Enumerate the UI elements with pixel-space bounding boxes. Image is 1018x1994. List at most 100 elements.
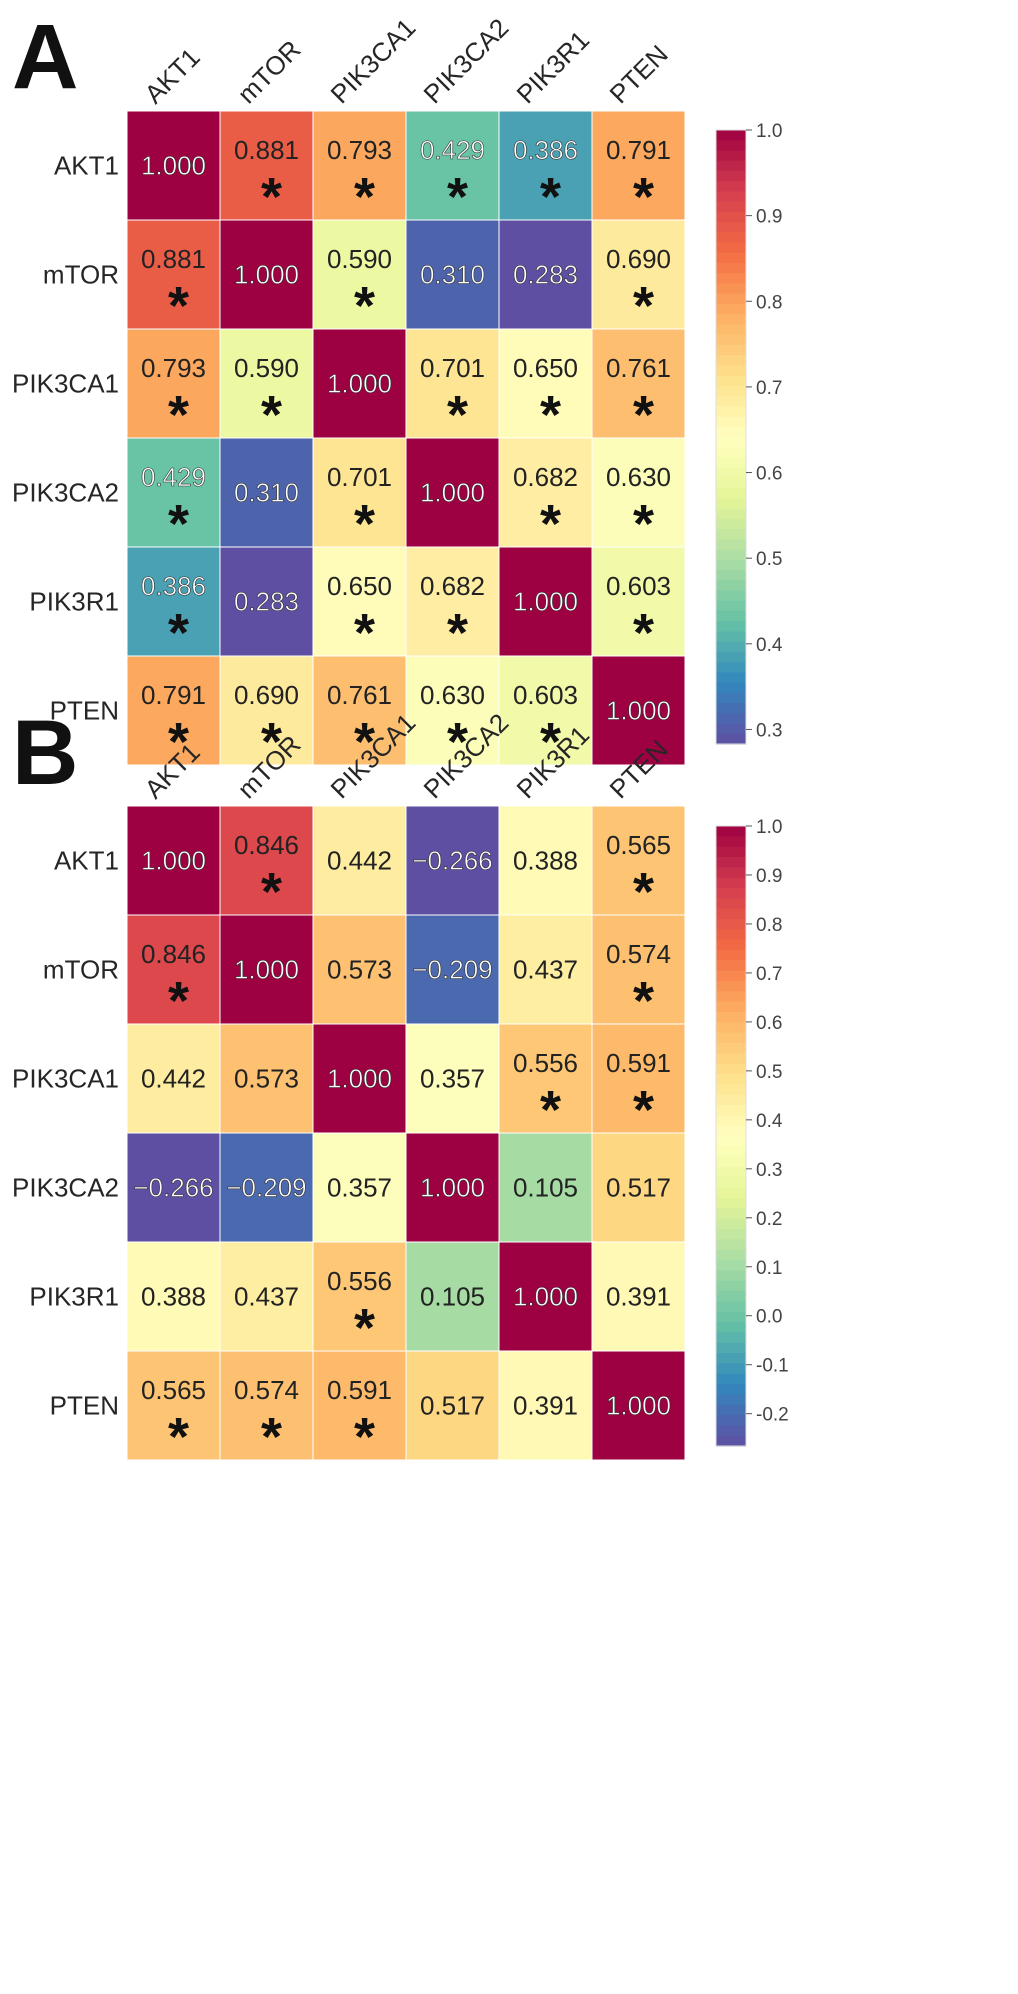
cell-value-label: 0.429 — [141, 462, 206, 492]
colorbar-segment — [716, 477, 746, 489]
heatmap-cell — [219, 437, 314, 548]
colorbar-segment — [716, 877, 746, 889]
cell-value-label: 0.391 — [606, 1282, 671, 1312]
colorbar-segment — [716, 1105, 746, 1116]
colorbar-segment — [716, 1167, 746, 1178]
cell-value-label: 0.701 — [327, 462, 392, 492]
heatmap-cell — [591, 219, 686, 330]
heatmap-cell — [591, 805, 686, 916]
significance-marker: * — [633, 494, 654, 554]
colorbar-tick-label: 0.8 — [756, 915, 782, 936]
panel-label: B — [12, 702, 78, 804]
colorbar-tick-label: 0.6 — [756, 1013, 782, 1034]
heatmap-cell — [312, 328, 407, 439]
cell-value-label: 0.105 — [513, 1173, 578, 1203]
cell-value-label: 0.388 — [513, 846, 578, 876]
colorbar-segment — [716, 273, 746, 285]
heatmap-cell — [591, 328, 686, 439]
heatmap-cell — [498, 1350, 593, 1461]
row-label: PIK3R1 — [29, 587, 119, 617]
colorbar-tick-label: -0.1 — [756, 1356, 789, 1377]
colorbar-segment — [716, 488, 746, 499]
colorbar-segment — [716, 437, 746, 448]
significance-marker: * — [447, 385, 468, 445]
colorbar-segment — [716, 1146, 746, 1158]
colorbar-segment — [716, 293, 746, 305]
colorbar-segment — [716, 1177, 746, 1189]
row-label: AKT1 — [54, 151, 119, 181]
colorbar-tick-label: 0.3 — [756, 720, 782, 741]
significance-marker: * — [168, 276, 189, 336]
colorbar-segment — [716, 242, 746, 254]
significance-marker: * — [261, 1407, 282, 1467]
heatmap-cell — [498, 110, 593, 221]
colorbar-tick-label: 0.7 — [756, 378, 782, 399]
cell-value-label: 0.881 — [141, 244, 206, 274]
cell-value-label: 0.556 — [513, 1048, 578, 1078]
heatmap-cell — [405, 1350, 500, 1461]
column-label: mTOR — [232, 34, 307, 109]
heatmap-cell — [219, 655, 314, 766]
colorbar-segment — [716, 1301, 746, 1313]
cell-value-label: −0.266 — [133, 1173, 213, 1203]
heatmap-cell — [126, 655, 221, 766]
colorbar-segment — [716, 1404, 746, 1416]
colorbar-segment — [716, 610, 746, 622]
heatmap-cell — [219, 1132, 314, 1243]
row-label: AKT1 — [54, 846, 119, 876]
colorbar-segment — [716, 590, 746, 602]
colorbar-segment — [716, 1063, 746, 1075]
significance-marker: * — [168, 712, 189, 772]
significance-marker: * — [168, 385, 189, 445]
cell-value-label: 0.590 — [327, 244, 392, 274]
colorbar-segment — [716, 1415, 746, 1426]
heatmap-cell — [498, 1132, 593, 1243]
colorbar-segment — [716, 1125, 746, 1137]
cell-value-label: 0.650 — [327, 571, 392, 601]
heatmap-cell — [219, 1023, 314, 1134]
colorbar-segment — [716, 960, 746, 972]
colorbar-segment — [716, 559, 746, 571]
colorbar-segment — [716, 1384, 746, 1395]
colorbar-segment — [716, 263, 746, 274]
colorbar-segment — [716, 447, 746, 459]
heatmap-cell — [219, 219, 314, 330]
colorbar-segment — [716, 857, 746, 868]
cell-value-label: 0.690 — [606, 244, 671, 274]
heatmap-cell — [405, 110, 500, 221]
cell-value-label: 0.105 — [420, 1282, 485, 1312]
colorbar-segment — [716, 406, 746, 418]
cell-value-label: 0.630 — [420, 680, 485, 710]
cell-value-label: 0.791 — [141, 680, 206, 710]
colorbar-segment — [716, 888, 746, 899]
colorbar-segment — [716, 600, 746, 612]
significance-marker: * — [633, 1080, 654, 1140]
cell-value-label: 0.283 — [234, 587, 299, 617]
significance-marker: * — [540, 712, 561, 772]
colorbar-segment — [716, 549, 746, 561]
cell-value-label: 0.846 — [141, 939, 206, 969]
cell-value-label: 1.000 — [606, 696, 671, 726]
colorbar-segment — [716, 191, 746, 203]
cell-value-label: 0.517 — [420, 1391, 485, 1421]
colorbar-tick-label: 0.9 — [756, 207, 782, 228]
cell-value-label: 1.000 — [141, 151, 206, 181]
heatmap-cell — [126, 1023, 221, 1134]
heatmap-cell — [591, 1350, 686, 1461]
colorbar-tick-label: 0.3 — [756, 1160, 782, 1181]
significance-marker: * — [447, 603, 468, 663]
significance-marker: * — [261, 862, 282, 922]
cell-value-label: 0.310 — [234, 478, 299, 508]
heatmap-panel-a: A1.0000.881*0.793*0.429*0.386*0.791*0.88… — [12, 6, 783, 772]
heatmap-cell — [591, 546, 686, 657]
significance-marker: * — [261, 167, 282, 227]
colorbar-segment — [716, 324, 746, 336]
row-label: PTEN — [50, 1391, 119, 1421]
colorbar-segment — [716, 518, 746, 530]
cell-value-label: 1.000 — [606, 1391, 671, 1421]
heatmap-cell — [405, 1132, 500, 1243]
colorbar-segment — [716, 344, 746, 356]
colorbar-segment — [716, 385, 746, 397]
colorbar-segment — [716, 416, 746, 428]
heatmap-cell — [126, 437, 221, 548]
